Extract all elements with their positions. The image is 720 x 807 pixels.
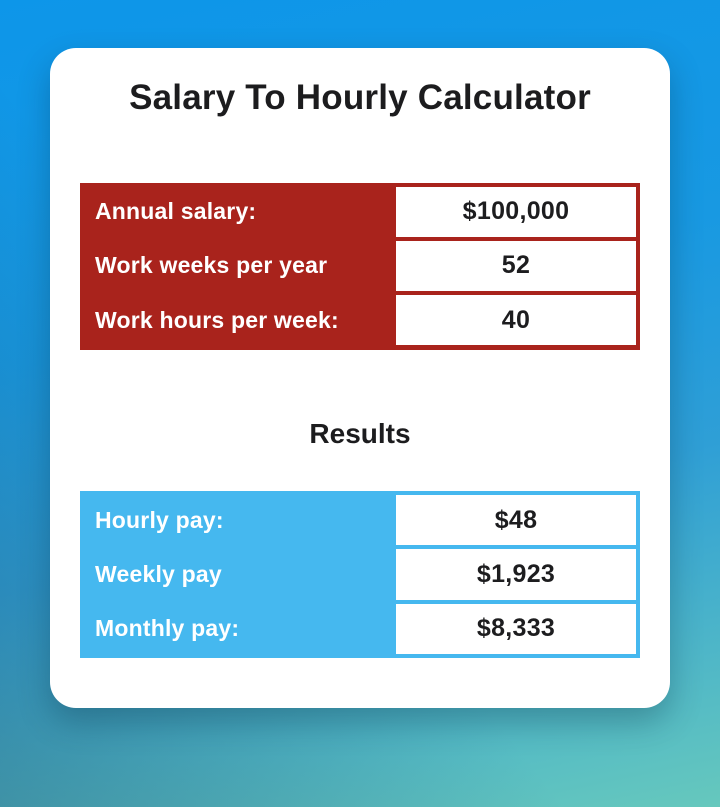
result-value: $8,333 [396,603,636,654]
input-label: Work weeks per year [84,240,392,292]
calculator-card: Salary To Hourly Calculator Annual salar… [50,48,670,708]
result-value: $48 [396,494,636,546]
result-label: Monthly pay: [84,603,392,654]
input-label: Work hours per week: [84,295,392,346]
page-background: { "page": { "title": "Salary To Hourly C… [0,48,720,807]
input-value-field[interactable]: $100,000 [396,186,636,237]
input-value-field[interactable]: 40 [396,295,636,346]
page-title: Salary To Hourly Calculator [129,78,591,117]
input-label: Annual salary: [84,186,392,237]
result-label: Weekly pay [84,549,392,600]
result-label: Hourly pay: [84,494,392,546]
results-heading: Results [309,417,411,449]
input-value-field[interactable]: 52 [396,240,636,292]
result-value: $1,923 [396,549,636,600]
results-table: Hourly pay: $48 Weekly pay $1,923 Monthl… [80,490,640,658]
inputs-table: Annual salary: $100,000 Work weeks per y… [80,182,640,350]
